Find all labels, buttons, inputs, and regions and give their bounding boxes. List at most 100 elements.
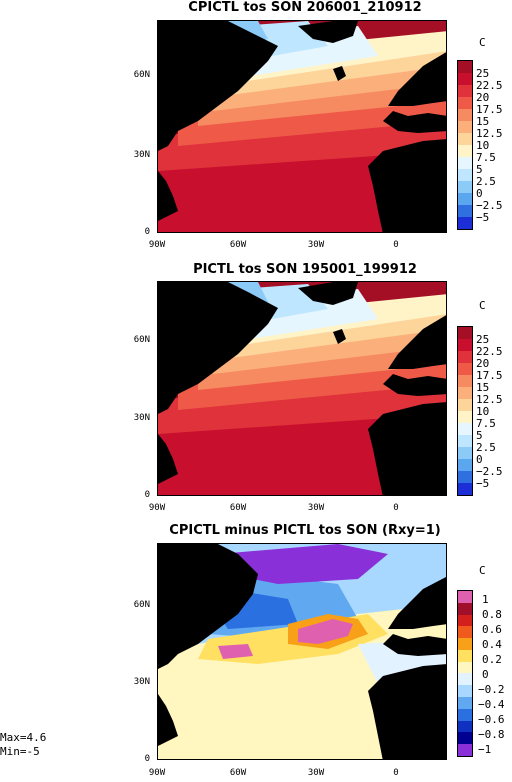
p2-xlabel-90w: 90W: [148, 503, 166, 513]
p3-cbar-label: 0: [482, 668, 489, 681]
panel1-title: CPICTL tos SON 206001_210912: [188, 0, 422, 15]
p3-cbar-label: 0.2: [482, 653, 502, 666]
colorbar-swatch: [458, 217, 472, 229]
p1-colorbar: [457, 60, 473, 230]
p3-xlabel-60w: 60W: [229, 768, 247, 778]
p1-cbar-label: 5: [476, 163, 483, 176]
min-value-label: Min=-5: [0, 745, 40, 758]
p2-cbar-label: 25: [476, 333, 490, 346]
colorbar-swatch: [458, 205, 472, 217]
colorbar-swatch: [458, 744, 472, 756]
colorbar-swatch: [458, 471, 472, 483]
p2-cbar-label: 2.5: [476, 441, 496, 454]
p3-cbar-label: 0.4: [482, 638, 502, 651]
colorbar-swatch: [458, 459, 472, 471]
p2-cbar-label: 10: [476, 405, 490, 418]
colorbar-swatch: [458, 423, 472, 435]
colorbar-swatch: [458, 614, 472, 627]
p1-cbar-label: 25: [476, 67, 490, 80]
p2-cbar-label: 20: [476, 357, 490, 370]
colorbar-swatch: [458, 626, 472, 639]
colorbar-swatch: [458, 121, 472, 133]
colorbar-swatch: [458, 720, 472, 733]
colorbar-swatch: [458, 661, 472, 674]
p2-cbar-label: −5: [476, 477, 490, 490]
colorbar-swatch: [458, 708, 472, 721]
p2-cbar-label: 15: [476, 381, 490, 394]
sst-map-cpictl: [158, 21, 446, 232]
colorbar-swatch: [458, 447, 472, 459]
sst-map-pictl: [158, 282, 446, 495]
p1-ylabel-30n: 30N: [133, 150, 150, 160]
colorbar-swatch: [458, 387, 472, 399]
colorbar-swatch: [458, 483, 472, 495]
p1-cbar-label: 10: [476, 139, 490, 152]
p1-cbar-label: 15: [476, 115, 490, 128]
colorbar-swatch: [458, 109, 472, 121]
colorbar-swatch: [458, 351, 472, 363]
p1-xlabel-0: 0: [393, 240, 399, 250]
colorbar-swatch: [458, 673, 472, 686]
p3-cbar-label: 1: [482, 593, 489, 606]
p2-cbar-label: 17.5: [476, 369, 503, 382]
colorbar-swatch: [458, 435, 472, 447]
colorbar-swatch: [458, 685, 472, 698]
p2-unit-label: C: [479, 299, 486, 312]
p1-cbar-label: 20: [476, 91, 490, 104]
p2-cbar-label: 7.5: [476, 417, 496, 430]
p1-xlabel-60w: 60W: [229, 240, 247, 250]
p1-cbar-label: 7.5: [476, 151, 496, 164]
p3-cbar-label: 0.8: [482, 608, 502, 621]
map-panel-cpictl: [157, 20, 447, 233]
p2-colorbar: [457, 326, 473, 496]
map-panel-pictl: [157, 281, 447, 496]
p3-unit-label: C: [479, 564, 486, 577]
p1-cbar-label: 12.5: [476, 127, 503, 140]
p1-cbar-label: −2.5: [476, 199, 503, 212]
p3-cbar-label: −0.4: [478, 698, 505, 711]
colorbar-swatch: [458, 157, 472, 169]
colorbar-swatch: [458, 181, 472, 193]
p2-cbar-label: −2.5: [476, 465, 503, 478]
map-panel-difference: [157, 543, 447, 760]
p1-cbar-label: 0: [476, 187, 483, 200]
p1-ylabel-0: 0: [144, 227, 150, 237]
p2-ylabel-30n: 30N: [133, 413, 150, 423]
p3-cbar-label: −0.8: [478, 728, 505, 741]
p1-cbar-label: 2.5: [476, 175, 496, 188]
p3-xlabel-0: 0: [393, 768, 399, 778]
p3-ylabel-0: 0: [144, 754, 150, 764]
p3-colorbar: [457, 590, 473, 757]
colorbar-swatch: [458, 73, 472, 85]
colorbar-swatch: [458, 133, 472, 145]
colorbar-swatch: [458, 732, 472, 745]
p1-xlabel-30w: 30W: [307, 240, 325, 250]
colorbar-swatch: [458, 602, 472, 615]
p2-xlabel-30w: 30W: [307, 503, 325, 513]
p3-cbar-label: −1: [478, 743, 492, 756]
colorbar-swatch: [458, 85, 472, 97]
p3-xlabel-90w: 90W: [148, 768, 166, 778]
p2-cbar-label: 0: [476, 453, 483, 466]
p2-ylabel-60n: 60N: [133, 335, 150, 345]
colorbar-swatch: [458, 649, 472, 662]
colorbar-swatch: [458, 97, 472, 109]
p3-xlabel-30w: 30W: [307, 768, 325, 778]
colorbar-swatch: [458, 169, 472, 181]
p2-cbar-label: 22.5: [476, 345, 503, 358]
p1-cbar-label: −5: [476, 211, 490, 224]
colorbar-swatch: [458, 411, 472, 423]
p2-xlabel-0: 0: [393, 503, 399, 513]
colorbar-swatch: [458, 339, 472, 351]
p2-ylabel-0: 0: [144, 490, 150, 500]
max-value-label: Max=4.6: [0, 731, 47, 744]
colorbar-swatch: [458, 375, 472, 387]
p3-ylabel-60n: 60N: [133, 600, 150, 610]
panel3-title: CPICTL minus PICTL tos SON (Rxy=1): [169, 523, 441, 538]
p1-xlabel-90w: 90W: [148, 240, 166, 250]
p3-cbar-label: 0.6: [482, 623, 502, 636]
p1-unit-label: C: [479, 36, 486, 49]
colorbar-swatch: [458, 399, 472, 411]
p2-cbar-label: 12.5: [476, 393, 503, 406]
colorbar-swatch: [458, 697, 472, 709]
